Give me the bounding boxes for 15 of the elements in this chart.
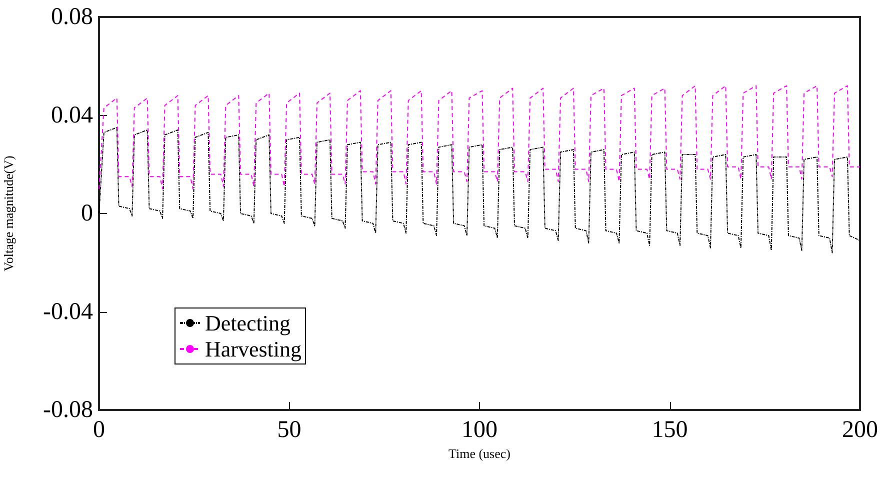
y-tick-label: -0.08 <box>43 397 93 423</box>
y-tick-label: 0.04 <box>51 102 93 128</box>
y-axis-title: Voltage magnitude(V) <box>1 156 16 272</box>
x-tick-label: 200 <box>842 417 878 443</box>
legend-label: Detecting <box>205 310 291 336</box>
x-axis-title: Time (usec) <box>448 446 510 461</box>
x-tick-label: 100 <box>462 417 498 443</box>
x-tick-label: 50 <box>277 417 302 443</box>
y-tick-label: -0.04 <box>43 298 93 325</box>
line-series <box>98 127 860 254</box>
legend-label: Harvesting <box>205 336 302 362</box>
x-tick-label: 150 <box>652 417 688 443</box>
y-tick-label: 0 <box>81 200 93 226</box>
line-series <box>98 85 860 190</box>
y-tick-label: 0.08 <box>51 4 93 30</box>
